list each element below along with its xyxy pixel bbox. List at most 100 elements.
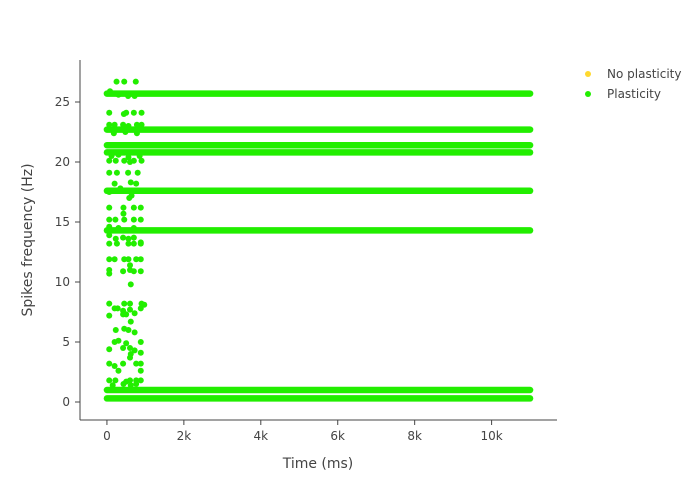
- axes: 0 2k 4k 6k 8k 10k 0 5 10 15 20 25: [55, 60, 557, 443]
- data-point: [131, 347, 138, 354]
- data-point: [127, 377, 134, 384]
- plot-area: [103, 78, 534, 402]
- data-point: [137, 349, 144, 356]
- data-point: [130, 204, 137, 211]
- legend-label: Plasticity: [607, 87, 661, 101]
- data-point: [137, 360, 144, 367]
- data-point: [121, 216, 128, 223]
- data-point: [136, 153, 143, 159]
- data-point: [112, 216, 119, 223]
- data-point: [130, 109, 137, 116]
- data-point: [125, 256, 132, 263]
- data-point: [106, 312, 113, 319]
- data-point: [106, 169, 113, 176]
- data-point: [130, 157, 137, 164]
- data-point: [106, 240, 113, 247]
- data-point: [106, 216, 113, 223]
- y-tick-label: 0: [62, 395, 70, 409]
- data-point: [123, 311, 130, 318]
- data-point: [121, 256, 128, 263]
- data-point: [115, 337, 122, 344]
- y-axis-title: Spikes frequency (Hz): [20, 163, 36, 316]
- x-axis-title: Time (ms): [282, 456, 354, 472]
- data-point: [109, 382, 116, 389]
- data-point: [111, 121, 118, 128]
- data-point: [106, 223, 113, 230]
- data-point: [127, 382, 134, 389]
- data-point: [120, 210, 127, 217]
- data-point: [137, 204, 144, 211]
- x-tick-label: 2k: [177, 429, 192, 443]
- data-point: [131, 310, 138, 317]
- data-point: [106, 121, 113, 128]
- legend[interactable]: No plasticity Plasticity: [585, 67, 681, 101]
- data-point: [127, 281, 134, 288]
- data-point: [120, 234, 127, 241]
- data-point: [106, 189, 113, 195]
- data-point: [138, 121, 145, 128]
- legend-marker: [585, 91, 591, 97]
- data-point: [121, 78, 128, 85]
- data-point: [113, 78, 120, 85]
- data-point: [106, 204, 113, 211]
- data-point: [127, 262, 134, 269]
- legend-item[interactable]: No plasticity: [585, 67, 681, 81]
- data-point: [111, 363, 118, 369]
- data-point: [137, 268, 144, 275]
- data-point: [113, 240, 120, 247]
- data-point: [115, 367, 122, 374]
- data-point: [131, 329, 138, 336]
- data-point: [106, 157, 113, 164]
- data-point: [114, 305, 121, 312]
- data-point: [127, 345, 134, 351]
- data-point: [138, 109, 145, 116]
- data-point: [133, 360, 140, 367]
- data-point: [125, 235, 132, 242]
- data-point: [137, 216, 144, 223]
- data-point: [123, 109, 130, 116]
- data-point: [125, 154, 132, 161]
- y-tick-label: 5: [62, 335, 70, 349]
- data-point: [115, 91, 122, 98]
- data-point: [137, 240, 144, 247]
- data-point: [138, 157, 145, 164]
- data-point: [134, 169, 141, 176]
- x-tick-label: 0: [103, 429, 111, 443]
- data-point: [137, 367, 144, 374]
- data-point: [106, 377, 113, 384]
- data-point: [125, 327, 132, 333]
- legend-item[interactable]: Plasticity: [585, 87, 661, 101]
- data-point: [125, 93, 132, 99]
- data-point: [127, 179, 134, 186]
- x-tick-label: 10k: [480, 429, 502, 443]
- legend-marker: [585, 71, 591, 77]
- x-tick-label: 4k: [254, 429, 269, 443]
- data-point: [133, 121, 140, 128]
- y-tick-label: 20: [55, 155, 70, 169]
- data-point: [133, 381, 140, 387]
- data-point: [131, 93, 138, 99]
- data-point: [112, 157, 119, 164]
- data-point: [137, 256, 144, 263]
- x-tick-label: 8k: [407, 429, 422, 443]
- data-point: [106, 360, 113, 367]
- data-point: [133, 180, 140, 187]
- data-point: [106, 256, 113, 263]
- data-point: [121, 157, 128, 164]
- data-point: [120, 345, 127, 351]
- data-point: [125, 169, 132, 176]
- data-point: [125, 123, 132, 129]
- y-tick-label: 25: [55, 95, 70, 109]
- data-point: [125, 240, 132, 247]
- data-point: [121, 300, 128, 307]
- data-point: [133, 256, 140, 263]
- data-point: [123, 340, 130, 347]
- data-point: [130, 234, 137, 241]
- data-point: [128, 192, 135, 199]
- data-point: [107, 88, 114, 95]
- data-point: [137, 377, 144, 384]
- data-point: [120, 121, 127, 128]
- data-point: [120, 268, 127, 275]
